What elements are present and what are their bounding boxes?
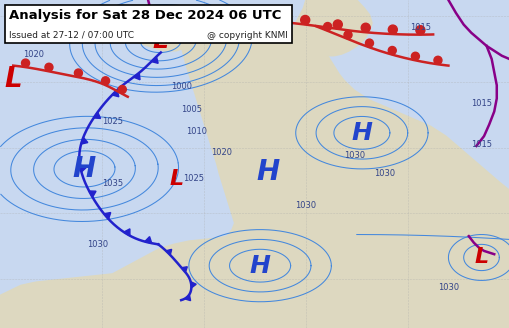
Circle shape [186, 19, 195, 28]
FancyBboxPatch shape [5, 5, 292, 43]
Polygon shape [124, 229, 130, 236]
Text: L: L [473, 248, 488, 267]
Circle shape [239, 12, 248, 21]
Polygon shape [1, 10, 508, 328]
Text: 1030: 1030 [437, 282, 458, 292]
Text: 1030: 1030 [295, 200, 316, 210]
Polygon shape [104, 213, 110, 219]
Text: @ copyright KNMI: @ copyright KNMI [207, 31, 288, 40]
Circle shape [333, 20, 342, 29]
Text: 1030: 1030 [343, 151, 364, 160]
Text: 1020: 1020 [23, 50, 44, 59]
Text: 1030: 1030 [374, 169, 394, 178]
Text: H: H [351, 121, 372, 145]
Circle shape [415, 26, 424, 35]
Circle shape [365, 39, 373, 47]
Text: 1005: 1005 [181, 105, 202, 114]
Circle shape [433, 56, 441, 64]
Text: Issued at 27-12 / 07:00 UTC: Issued at 27-12 / 07:00 UTC [9, 31, 133, 40]
Text: 1010: 1010 [186, 127, 207, 136]
Polygon shape [166, 249, 172, 255]
Polygon shape [133, 73, 140, 80]
Polygon shape [80, 165, 87, 172]
Polygon shape [190, 282, 196, 288]
Polygon shape [89, 191, 96, 197]
Text: L: L [153, 29, 168, 53]
Polygon shape [145, 236, 152, 243]
Circle shape [101, 77, 109, 85]
Circle shape [21, 59, 30, 67]
Text: H: H [256, 158, 279, 186]
Text: 1020: 1020 [211, 148, 232, 157]
Polygon shape [94, 112, 100, 118]
Circle shape [166, 24, 176, 33]
Text: 990: 990 [214, 20, 230, 29]
Circle shape [387, 47, 395, 54]
Text: L: L [168, 169, 183, 189]
Polygon shape [137, 26, 196, 51]
Text: Analysis for Sat 28 Dec 2024 06 UTC: Analysis for Sat 28 Dec 2024 06 UTC [9, 9, 280, 22]
Text: H: H [73, 155, 96, 183]
Polygon shape [293, 0, 372, 56]
Circle shape [360, 23, 370, 32]
Circle shape [118, 86, 126, 93]
Circle shape [300, 15, 309, 25]
Circle shape [45, 63, 53, 71]
Circle shape [344, 31, 351, 39]
Circle shape [387, 25, 397, 34]
Circle shape [74, 69, 82, 77]
Text: L: L [5, 65, 22, 93]
Polygon shape [211, 38, 237, 95]
Text: 1025: 1025 [102, 117, 123, 126]
Text: 1035: 1035 [102, 179, 123, 188]
Circle shape [411, 52, 418, 60]
Polygon shape [112, 90, 119, 97]
Text: 1025: 1025 [183, 174, 204, 183]
Polygon shape [185, 295, 190, 301]
Text: 1015: 1015 [409, 23, 430, 32]
Polygon shape [201, 69, 211, 85]
Circle shape [268, 12, 276, 21]
Polygon shape [181, 267, 187, 272]
Text: 1030: 1030 [87, 240, 107, 249]
Text: 1000: 1000 [171, 82, 191, 92]
Text: 1015: 1015 [470, 99, 491, 108]
Polygon shape [151, 56, 158, 63]
Text: 1015: 1015 [470, 140, 491, 149]
Polygon shape [81, 137, 88, 144]
Text: H: H [249, 254, 270, 278]
Circle shape [323, 23, 331, 31]
Circle shape [211, 14, 220, 24]
